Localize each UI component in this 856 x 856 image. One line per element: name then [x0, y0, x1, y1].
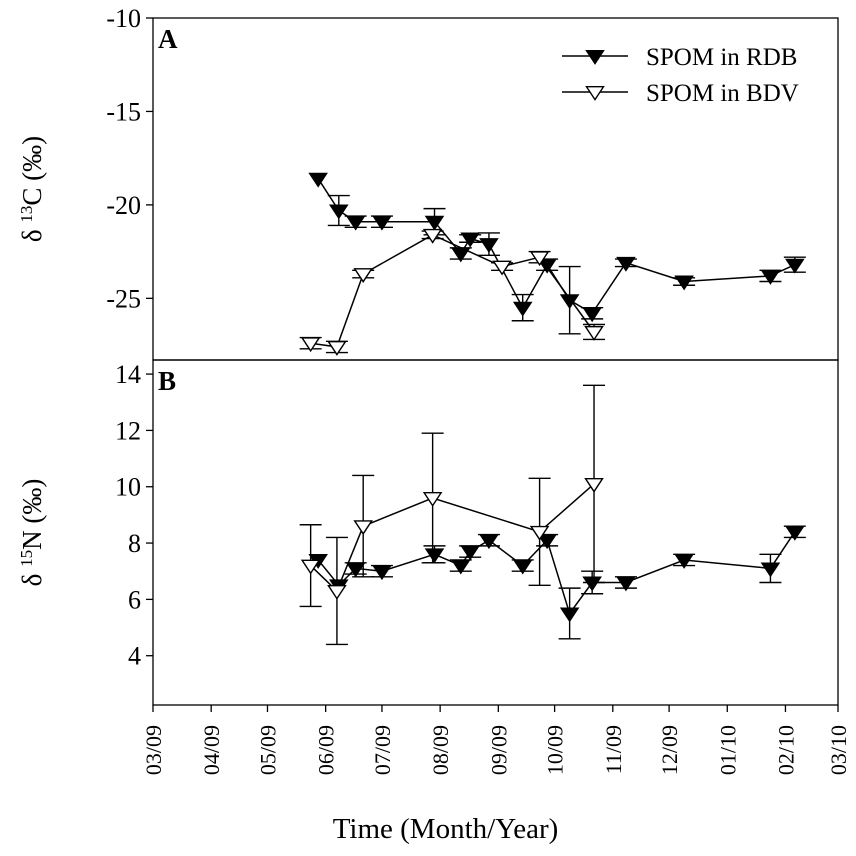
- rdb-series-line: [317, 178, 796, 315]
- rdb-marker: [582, 576, 602, 592]
- rdb-marker: [345, 215, 366, 231]
- rdb-marker: [479, 534, 499, 550]
- x-tick-label: 03/10: [826, 725, 851, 775]
- rdb-marker: [760, 562, 781, 578]
- rdb-marker: [479, 238, 499, 254]
- panel-b: 4 6 8 10 12 14 Bδ 15N (‰): [17, 359, 839, 706]
- bdv-marker: [353, 520, 373, 536]
- rdb-marker: [450, 559, 471, 575]
- rdb-marker: [460, 545, 480, 561]
- rdb-marker: [582, 307, 602, 323]
- y-tick-label: 8: [128, 529, 141, 558]
- y-tick-label: -15: [106, 97, 141, 126]
- rdb-marker: [328, 204, 349, 220]
- rdb-marker: [424, 548, 445, 564]
- rdb-marker: [785, 525, 805, 541]
- panel-a: -10 -15 -20 -25 Aδ 13C (‰) SPOM in RDB SPOM in…: [17, 4, 839, 361]
- x-tick-label: 07/09: [370, 725, 395, 775]
- bdv-marker: [529, 525, 550, 541]
- plot-frame: [152, 359, 839, 706]
- x-tick-label: 10/09: [543, 725, 568, 775]
- bdv-marker: [327, 584, 347, 600]
- rdb-marker: [372, 565, 392, 581]
- y-axis-label: δ 15N (‰): [17, 479, 48, 587]
- panel-letter: A: [158, 24, 178, 54]
- x-tick-label: 03/09: [141, 725, 166, 775]
- bdv-series-line: [310, 233, 595, 348]
- bdv-marker: [492, 260, 512, 276]
- bdv-marker: [327, 340, 347, 356]
- y-axis-label: δ 13C (‰): [17, 136, 48, 242]
- rdb-marker: [537, 534, 557, 550]
- bdv-marker: [422, 492, 443, 507]
- y-tick-label: 12: [115, 416, 141, 445]
- x-tick-label: 06/09: [314, 725, 339, 775]
- rdb-marker: [345, 562, 366, 578]
- legend-label: SPOM in BDV: [646, 80, 799, 107]
- rdb-marker: [372, 215, 392, 231]
- rdb-marker: [616, 576, 636, 592]
- bdv-marker: [584, 325, 604, 341]
- x-tick-label: 05/09: [255, 725, 280, 775]
- x-tick-label: 01/10: [715, 725, 740, 775]
- rdb-marker: [460, 232, 480, 248]
- x-tick-label: 04/09: [199, 725, 224, 775]
- rdb-marker: [559, 294, 580, 310]
- rdb-marker: [674, 275, 694, 291]
- x-tick-label: 08/09: [428, 725, 453, 775]
- x-tick-label: 09/09: [486, 725, 511, 775]
- x-tick-label: 12/09: [657, 725, 682, 775]
- rdb-marker: [760, 269, 781, 285]
- y-tick-label: 14: [115, 360, 141, 389]
- y-tick-label: 6: [128, 585, 141, 614]
- rdb-series-line: [317, 531, 796, 616]
- x-tick-label: 02/10: [773, 725, 798, 775]
- bdv-marker: [422, 228, 443, 244]
- x-tick-label: 11/09: [601, 725, 626, 774]
- panel-letter: B: [158, 366, 176, 396]
- rdb-marker: [559, 607, 580, 623]
- rdb-marker: [785, 258, 805, 274]
- rdb-marker: [308, 172, 328, 188]
- legend-label: SPOM in RDB: [646, 44, 797, 71]
- bdv-marker: [353, 268, 373, 283]
- bdv-marker: [300, 559, 321, 575]
- rdb-marker: [512, 559, 533, 575]
- y-tick-label: -10: [106, 4, 141, 33]
- bdv-marker: [584, 477, 604, 493]
- bdv-marker: [585, 86, 605, 101]
- y-tick-label: 4: [128, 642, 141, 671]
- x-axis-label: Time (Month/Year): [333, 813, 559, 845]
- rdb-marker: [512, 301, 533, 317]
- rdb-marker: [585, 50, 605, 65]
- y-tick-label: -25: [106, 284, 141, 313]
- y-tick-label: -20: [106, 191, 141, 220]
- rdb-marker: [424, 215, 445, 231]
- shared-x-axis: 03/09 04/09 05/09 06/09 07/09 08/09 09/09 10/09…: [141, 705, 851, 845]
- rdb-marker: [616, 256, 636, 272]
- rdb-marker: [674, 553, 694, 569]
- bdv-marker: [529, 251, 550, 267]
- y-tick-label: 10: [115, 473, 141, 502]
- bdv-marker: [300, 337, 321, 353]
